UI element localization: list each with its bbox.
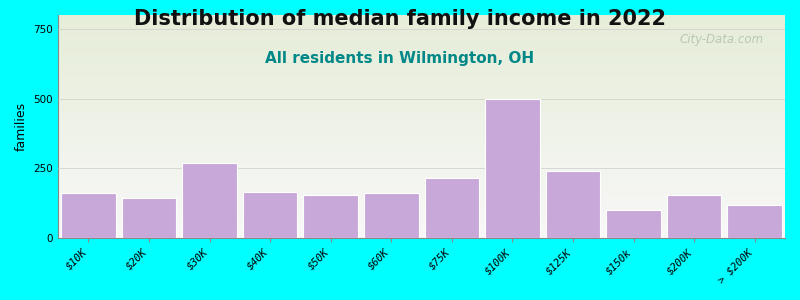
Bar — [182, 163, 237, 238]
Bar — [727, 205, 782, 238]
Bar — [61, 194, 116, 238]
Bar — [122, 198, 176, 238]
Bar — [606, 210, 661, 238]
Text: All residents in Wilmington, OH: All residents in Wilmington, OH — [266, 51, 534, 66]
Text: Distribution of median family income in 2022: Distribution of median family income in … — [134, 9, 666, 29]
Bar — [303, 195, 358, 238]
Text: City-Data.com: City-Data.com — [679, 33, 763, 46]
Bar — [425, 178, 479, 238]
Bar — [485, 99, 540, 238]
Y-axis label: families: families — [15, 102, 28, 151]
Bar — [667, 195, 722, 238]
Bar — [546, 171, 600, 238]
Bar — [364, 194, 418, 238]
Bar — [243, 192, 298, 238]
